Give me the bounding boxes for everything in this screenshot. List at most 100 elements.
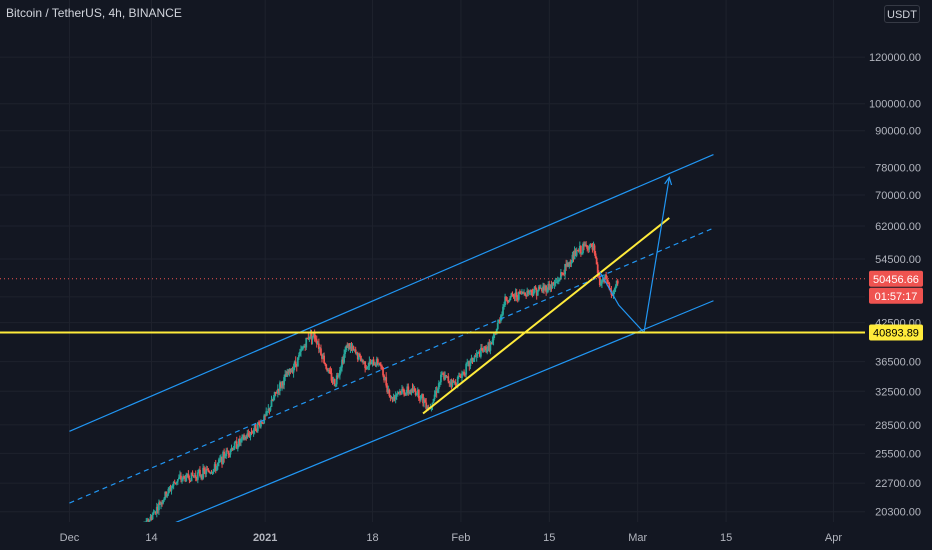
projection-path[interactable] bbox=[599, 177, 670, 334]
candle-body bbox=[452, 380, 455, 383]
candle-body bbox=[527, 290, 530, 294]
candle-body bbox=[493, 333, 496, 336]
candle-body bbox=[292, 367, 295, 373]
projection-arrowhead bbox=[664, 175, 673, 186]
candle-body bbox=[374, 364, 377, 366]
candle-body bbox=[247, 433, 250, 435]
candle-body bbox=[215, 466, 218, 471]
candle-body bbox=[567, 262, 570, 267]
candle-body bbox=[494, 333, 497, 335]
candle-body bbox=[173, 482, 176, 484]
candle-body bbox=[219, 459, 221, 461]
candle-body bbox=[341, 359, 343, 368]
candle-body bbox=[159, 502, 161, 505]
candle-body bbox=[384, 377, 387, 381]
candle-body bbox=[401, 389, 403, 394]
candle-body bbox=[464, 374, 467, 376]
candle-body bbox=[270, 399, 273, 407]
candle-body bbox=[223, 451, 226, 458]
x-tick-label: 15 bbox=[720, 532, 732, 544]
candle-body bbox=[509, 296, 512, 301]
candle-body bbox=[462, 371, 464, 374]
candle-body bbox=[484, 346, 487, 348]
candle-body bbox=[611, 294, 614, 296]
candle-body bbox=[563, 273, 565, 275]
candle-body bbox=[506, 300, 509, 302]
candle-body bbox=[373, 364, 376, 366]
candle-body bbox=[551, 282, 554, 288]
candle-body bbox=[391, 397, 394, 401]
candle-body bbox=[185, 474, 188, 482]
candle-body bbox=[221, 457, 223, 465]
candle-body bbox=[362, 360, 364, 363]
candle-body bbox=[471, 358, 474, 362]
candle-body bbox=[363, 361, 365, 363]
candle-body bbox=[160, 503, 162, 505]
candle-body bbox=[148, 520, 151, 523]
candle-body bbox=[201, 475, 203, 479]
candle-body bbox=[557, 280, 560, 282]
candle-body bbox=[368, 361, 371, 367]
candle-body bbox=[321, 354, 323, 359]
candle-body bbox=[461, 373, 463, 378]
candle-body bbox=[228, 453, 231, 455]
currency-badge[interactable]: USDT bbox=[884, 5, 920, 23]
channel-upper-line[interactable] bbox=[69, 153, 714, 432]
candle-body bbox=[275, 392, 278, 394]
candle-body bbox=[410, 388, 413, 394]
candle-body bbox=[151, 514, 154, 520]
candle-body bbox=[422, 394, 424, 404]
candle-body bbox=[587, 248, 590, 250]
candle-body bbox=[299, 351, 301, 356]
candle-body bbox=[155, 506, 158, 514]
candle-body bbox=[345, 345, 348, 350]
candle-body bbox=[386, 385, 389, 393]
candle-body bbox=[458, 375, 461, 377]
candle-body bbox=[284, 374, 287, 378]
candle-body bbox=[253, 424, 256, 431]
candle-body bbox=[181, 479, 183, 481]
candle-body bbox=[205, 469, 208, 474]
candle-body bbox=[437, 383, 440, 390]
candle-body bbox=[393, 396, 396, 400]
x-tick-label: 15 bbox=[543, 532, 555, 544]
candle-body bbox=[161, 503, 163, 505]
candle-body bbox=[438, 382, 441, 384]
candle-body bbox=[165, 491, 168, 497]
candle-body bbox=[503, 305, 505, 307]
candle-body bbox=[300, 350, 302, 352]
candle-body bbox=[177, 477, 180, 480]
last-price-tag: 50456.66 bbox=[873, 274, 919, 286]
candle-body bbox=[317, 343, 320, 350]
candle-body bbox=[210, 472, 213, 474]
candle-body bbox=[303, 346, 306, 348]
candle-body bbox=[524, 292, 527, 296]
candle-body bbox=[229, 450, 232, 455]
candle-body bbox=[222, 451, 224, 465]
candle-body bbox=[443, 374, 445, 380]
y-tick-label: 78000.00 bbox=[875, 162, 921, 174]
y-tick-label: 90000.00 bbox=[875, 126, 921, 138]
candle-body bbox=[427, 406, 430, 409]
candle-body bbox=[273, 392, 276, 398]
candle-body bbox=[432, 398, 435, 403]
candle-body bbox=[394, 394, 397, 400]
candle-body bbox=[480, 347, 482, 357]
candle-body bbox=[403, 389, 405, 395]
y-tick-label: 28500.00 bbox=[875, 420, 921, 432]
yellow-trendline[interactable] bbox=[422, 217, 670, 415]
candle-body bbox=[279, 382, 281, 392]
candle-body bbox=[578, 245, 581, 252]
candle-body bbox=[213, 464, 216, 470]
candle-body bbox=[208, 471, 211, 473]
candle-body bbox=[404, 394, 407, 396]
candle-body bbox=[259, 423, 261, 427]
candle-body bbox=[595, 257, 598, 265]
candle-body bbox=[517, 291, 520, 300]
time-scale[interactable] bbox=[0, 522, 932, 550]
candle-body bbox=[306, 337, 309, 339]
candle-body bbox=[570, 262, 573, 264]
candle-body bbox=[204, 470, 207, 474]
